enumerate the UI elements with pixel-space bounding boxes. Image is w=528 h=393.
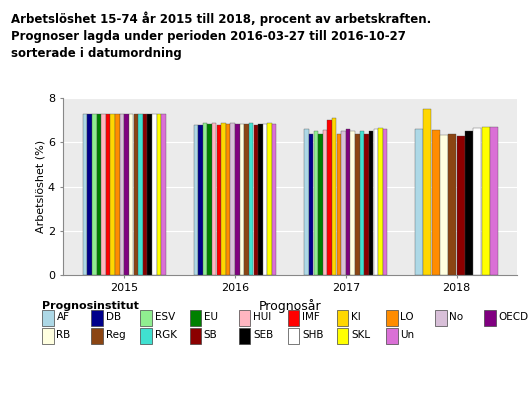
Bar — [323, 130, 327, 275]
Bar — [314, 131, 318, 275]
Text: Arbetslöshet 15-74 år 2015 till 2018, procent av arbetskraften.
Prognoser lagda : Arbetslöshet 15-74 år 2015 till 2018, pr… — [11, 12, 431, 61]
Text: SKL: SKL — [351, 330, 370, 340]
Bar — [318, 134, 323, 275]
Bar — [249, 123, 253, 275]
Text: No: No — [449, 312, 464, 322]
Bar — [92, 114, 97, 275]
Bar — [490, 127, 498, 275]
Bar — [457, 136, 465, 275]
Bar — [267, 123, 272, 275]
Bar — [143, 114, 147, 275]
Text: Reg: Reg — [106, 330, 125, 340]
Text: RB: RB — [56, 330, 71, 340]
Bar — [355, 134, 360, 275]
Bar — [221, 123, 226, 275]
Bar — [110, 114, 115, 275]
Bar — [198, 125, 203, 275]
Bar — [88, 114, 92, 275]
Y-axis label: Arbetslöshet (%): Arbetslöshet (%) — [35, 140, 45, 233]
Bar — [97, 114, 101, 275]
Text: SEB: SEB — [253, 330, 273, 340]
Bar — [129, 114, 134, 275]
Bar — [341, 131, 346, 275]
Bar — [203, 123, 208, 275]
Bar — [440, 135, 448, 275]
Text: HUI: HUI — [253, 312, 271, 322]
Text: DB: DB — [106, 312, 121, 322]
Bar — [161, 114, 166, 275]
Bar — [115, 114, 119, 275]
Bar — [134, 114, 138, 275]
Bar — [152, 114, 156, 275]
Bar — [304, 129, 309, 275]
Bar — [124, 114, 129, 275]
Bar — [465, 131, 473, 275]
Bar — [337, 134, 341, 275]
Bar — [138, 114, 143, 275]
Bar — [101, 114, 106, 275]
Bar — [473, 128, 482, 275]
Bar — [309, 134, 314, 275]
Bar — [244, 124, 249, 275]
Bar — [216, 125, 221, 275]
Bar — [482, 127, 489, 275]
Text: Un: Un — [400, 330, 414, 340]
Bar — [226, 124, 230, 275]
Bar — [106, 114, 110, 275]
Bar — [194, 125, 198, 275]
Bar — [327, 120, 332, 275]
Bar — [351, 131, 355, 275]
Bar — [120, 114, 124, 275]
Text: OECD: OECD — [498, 312, 528, 322]
Bar — [360, 131, 364, 275]
Text: SB: SB — [204, 330, 218, 340]
Text: AF: AF — [56, 312, 70, 322]
Bar — [423, 109, 431, 275]
Text: Prognosinstitut: Prognosinstitut — [42, 301, 139, 310]
Text: LO: LO — [400, 312, 414, 322]
Bar — [240, 124, 244, 275]
Bar — [147, 114, 152, 275]
Bar — [432, 130, 440, 275]
Bar — [253, 125, 258, 275]
Bar — [272, 124, 277, 275]
Bar — [369, 131, 373, 275]
Text: EU: EU — [204, 312, 218, 322]
Text: KI: KI — [351, 312, 361, 322]
Bar — [208, 124, 212, 275]
Bar — [231, 123, 235, 275]
Bar — [83, 114, 87, 275]
Bar — [263, 124, 267, 275]
Text: ESV: ESV — [155, 312, 175, 322]
Bar — [364, 134, 369, 275]
Bar — [378, 128, 383, 275]
Bar — [346, 129, 350, 275]
Bar — [383, 129, 387, 275]
Bar — [235, 124, 240, 275]
Bar — [157, 114, 161, 275]
Bar — [448, 134, 456, 275]
Text: RGK: RGK — [155, 330, 177, 340]
Text: IMF: IMF — [302, 312, 320, 322]
Text: SHB: SHB — [302, 330, 324, 340]
Bar — [212, 123, 216, 275]
Bar — [332, 118, 336, 275]
Bar — [373, 129, 378, 275]
Bar — [258, 124, 262, 275]
Bar — [415, 129, 423, 275]
X-axis label: Prognosår: Prognosår — [259, 299, 322, 313]
